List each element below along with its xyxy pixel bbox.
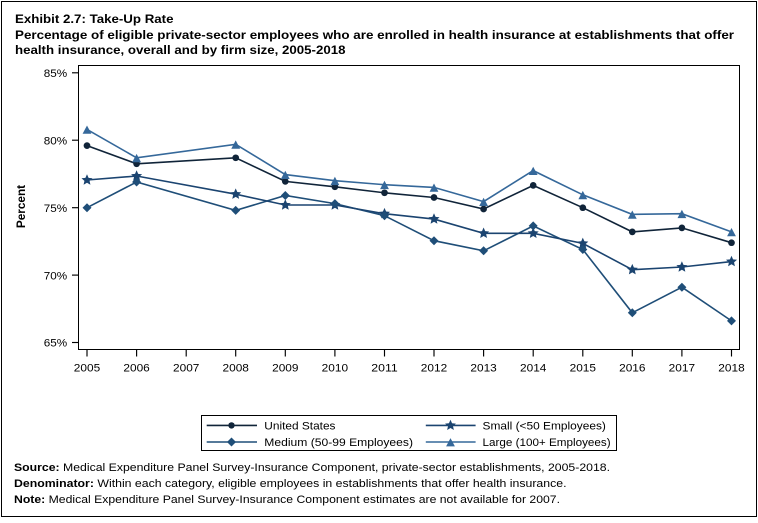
svg-text:2015: 2015 xyxy=(570,363,596,375)
svg-text:Small (<50 Employees): Small (<50 Employees) xyxy=(483,421,606,433)
svg-text:2008: 2008 xyxy=(223,363,249,375)
svg-text:85%: 85% xyxy=(44,68,68,80)
svg-text:70%: 70% xyxy=(44,270,68,282)
svg-text:2010: 2010 xyxy=(322,363,348,375)
svg-text:Note: Medical Expenditure Pane: Note: Medical Expenditure Panel Survey-I… xyxy=(14,494,560,506)
svg-text:Denominator: Within each categ: Denominator: Within each category, eligi… xyxy=(14,478,567,490)
svg-text:Exhibit 2.7: Take-Up Rate: Exhibit 2.7: Take-Up Rate xyxy=(15,12,174,26)
svg-text:Source: Medical Expenditure Pa: Source: Medical Expenditure Panel Survey… xyxy=(14,462,610,474)
svg-text:Percentage of eligible private: Percentage of eligible private-sector em… xyxy=(15,28,734,42)
svg-text:Medium (50-99 Employees): Medium (50-99 Employees) xyxy=(264,437,413,449)
svg-text:65%: 65% xyxy=(44,338,68,350)
svg-text:2009: 2009 xyxy=(272,363,298,375)
svg-text:2017: 2017 xyxy=(669,363,695,375)
svg-text:75%: 75% xyxy=(44,203,68,215)
svg-text:2013: 2013 xyxy=(470,363,496,375)
svg-text:2014: 2014 xyxy=(520,363,546,375)
svg-text:2005: 2005 xyxy=(74,363,100,375)
svg-text:United States: United States xyxy=(264,421,336,433)
svg-text:health insurance, overall and: health insurance, overall and by firm si… xyxy=(15,43,346,57)
svg-text:2006: 2006 xyxy=(123,363,149,375)
svg-text:2011: 2011 xyxy=(371,363,397,375)
svg-text:Percent: Percent xyxy=(14,185,28,228)
svg-text:80%: 80% xyxy=(44,135,68,147)
svg-text:2007: 2007 xyxy=(173,363,199,375)
svg-text:2018: 2018 xyxy=(718,363,744,375)
svg-text:2016: 2016 xyxy=(619,363,645,375)
svg-text:2012: 2012 xyxy=(421,363,447,375)
svg-text:Large (100+ Employees): Large (100+ Employees) xyxy=(483,437,611,449)
